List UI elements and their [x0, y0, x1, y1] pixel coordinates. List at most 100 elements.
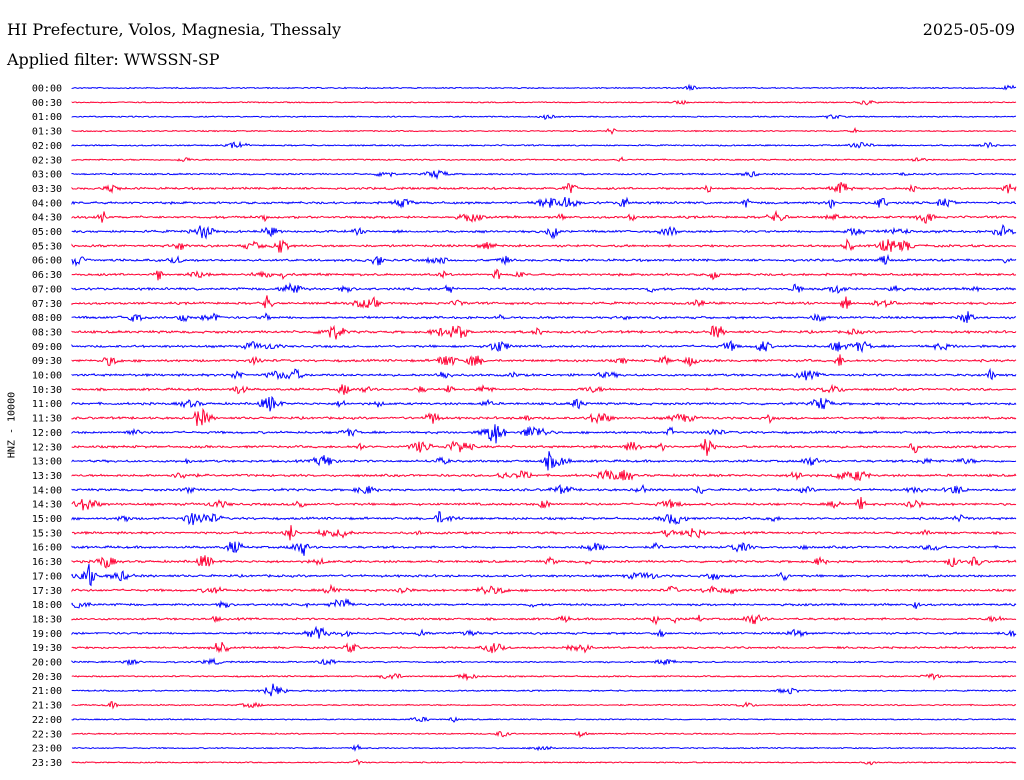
time-label: 22:00 — [32, 715, 62, 726]
time-label: 01:00 — [32, 112, 62, 123]
trace-line — [71, 324, 1017, 340]
time-label: 15:00 — [32, 514, 62, 525]
trace-line — [71, 99, 1017, 106]
trace-line — [71, 340, 1017, 354]
time-label: 23:00 — [32, 744, 62, 755]
trace-line — [71, 282, 1017, 294]
time-label: 02:00 — [32, 141, 62, 152]
filter-label: Applied filter: WWSSN-SP — [7, 50, 220, 69]
time-label: 13:30 — [32, 471, 62, 482]
time-label: 19:00 — [32, 629, 62, 640]
trace-line — [71, 438, 1017, 456]
time-labels: 00:00 00:30 01:00 01:30 02:00 02:30 03:00 03:30… — [32, 84, 62, 769]
record-date: 2025-05-09 — [922, 20, 1015, 39]
time-label: 18:30 — [32, 614, 62, 625]
trace-line — [71, 253, 1017, 267]
trace-line — [71, 209, 1017, 224]
time-label: 16:00 — [32, 543, 62, 554]
time-label: 05:00 — [32, 227, 62, 238]
trace-line — [71, 127, 1017, 135]
trace-line — [71, 424, 1017, 444]
trace-line — [71, 614, 1017, 626]
trace-line — [71, 407, 1017, 426]
time-label: 07:30 — [32, 299, 62, 310]
trace-line — [71, 469, 1017, 482]
trace-line — [71, 683, 1017, 697]
time-label: 23:30 — [32, 758, 62, 769]
time-label: 17:00 — [32, 571, 62, 582]
trace-line — [71, 583, 1017, 595]
time-label: 13:00 — [32, 457, 62, 468]
time-label: 21:00 — [32, 686, 62, 697]
trace-line — [71, 716, 1017, 723]
trace-line — [71, 140, 1017, 149]
trace-line — [71, 196, 1017, 210]
trace-line — [71, 268, 1017, 281]
time-label: 12:30 — [32, 442, 62, 453]
time-label: 10:30 — [32, 385, 62, 396]
trace-line — [71, 354, 1017, 368]
trace-line — [71, 224, 1017, 240]
trace-line — [71, 555, 1017, 569]
trace-line — [71, 511, 1017, 526]
trace-line — [71, 83, 1017, 92]
time-label: 07:00 — [32, 284, 62, 295]
trace-line — [71, 657, 1017, 667]
time-label: 08:30 — [32, 327, 62, 338]
time-label: 16:30 — [32, 557, 62, 568]
time-label: 14:00 — [32, 485, 62, 496]
trace-line — [71, 483, 1017, 495]
time-label: 15:30 — [32, 528, 62, 539]
time-label: 11:30 — [32, 414, 62, 425]
trace-line — [71, 672, 1017, 682]
time-label: 20:30 — [32, 672, 62, 683]
time-label: 22:30 — [32, 729, 62, 740]
time-label: 08:00 — [32, 313, 62, 324]
time-label: 04:30 — [32, 213, 62, 224]
trace-line — [71, 731, 1017, 739]
time-label: 19:30 — [32, 643, 62, 654]
trace-line — [71, 700, 1017, 710]
trace-line — [71, 541, 1017, 556]
time-label: 01:30 — [32, 127, 62, 138]
time-label: 21:30 — [32, 701, 62, 712]
time-label: 11:00 — [32, 399, 62, 410]
trace-line — [71, 383, 1017, 395]
trace-line — [71, 156, 1017, 163]
trace-line — [71, 311, 1017, 323]
trace-line — [71, 182, 1017, 194]
trace-line — [71, 395, 1017, 412]
time-label: 14:30 — [32, 500, 62, 511]
trace-line — [71, 367, 1017, 381]
time-label: 12:00 — [32, 428, 62, 439]
time-label: 00:00 — [32, 84, 62, 95]
time-label: 03:00 — [32, 170, 62, 181]
time-label: 20:00 — [32, 658, 62, 669]
time-label: 18:00 — [32, 600, 62, 611]
trace-line — [71, 169, 1017, 180]
trace-line — [71, 743, 1017, 752]
time-label: 03:30 — [32, 184, 62, 195]
trace-line — [71, 295, 1017, 309]
time-label: 06:00 — [32, 256, 62, 267]
trace-line — [71, 238, 1017, 253]
trace-line — [71, 625, 1017, 639]
time-label: 17:30 — [32, 586, 62, 597]
time-label: 02:30 — [32, 155, 62, 166]
trace-line — [71, 114, 1017, 121]
time-label: 09:30 — [32, 356, 62, 367]
time-label: 06:30 — [32, 270, 62, 281]
station-title: HI Prefecture, Volos, Magnesia, Thessaly — [7, 20, 342, 39]
trace-line — [71, 642, 1017, 654]
trace-line — [71, 758, 1017, 766]
trace-line — [71, 525, 1017, 541]
trace-line — [71, 563, 1017, 587]
seismic-traces — [71, 83, 1017, 766]
trace-line — [71, 597, 1017, 609]
time-label: 05:30 — [32, 241, 62, 252]
time-label: 00:30 — [32, 98, 62, 109]
trace-line — [71, 497, 1017, 511]
time-label: 10:00 — [32, 371, 62, 382]
time-label: 09:00 — [32, 342, 62, 353]
